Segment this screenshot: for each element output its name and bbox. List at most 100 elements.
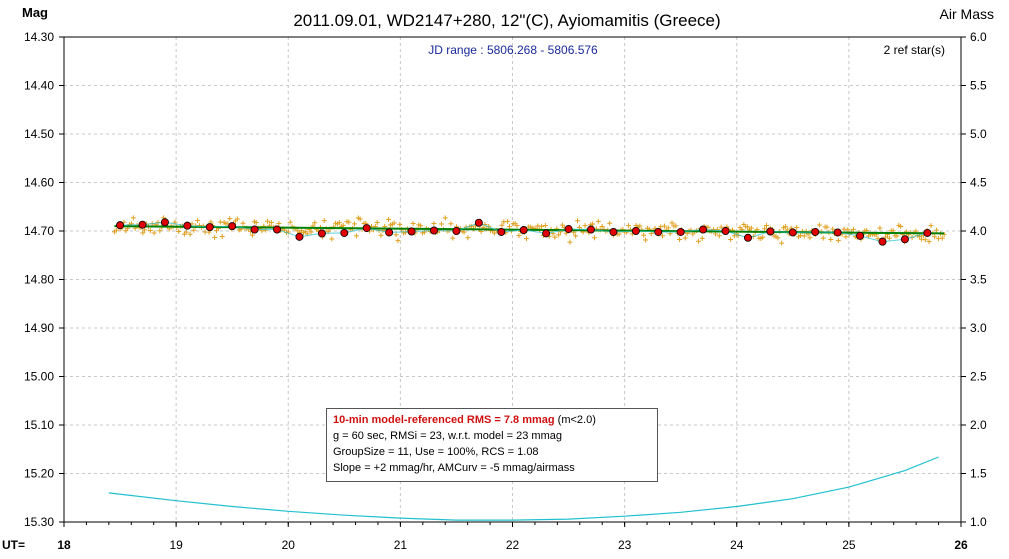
- group-mean-point: [721, 226, 730, 235]
- group-mean-point: [564, 225, 573, 234]
- raw-point: [934, 227, 940, 233]
- jd-range-label: JD range : 5806.268 - 5806.576: [428, 43, 598, 57]
- raw-point: [499, 222, 505, 228]
- group-mean-point: [743, 233, 752, 242]
- raw-point: [340, 222, 346, 228]
- group-mean-point: [317, 229, 326, 238]
- x-tick-label: 22: [506, 538, 520, 552]
- raw-point: [142, 227, 148, 233]
- airmass-curve: [108, 456, 939, 521]
- grid-lines: [64, 37, 961, 522]
- raw-point: [695, 238, 701, 244]
- group-mean-point: [340, 228, 349, 237]
- group-mean-point: [900, 235, 909, 244]
- raw-point: [816, 222, 822, 228]
- raw-point: [820, 235, 826, 241]
- raw-point: [431, 221, 437, 227]
- raw-point: [183, 229, 189, 235]
- raw-point: [113, 227, 119, 233]
- raw-point: [287, 219, 293, 225]
- raw-point: [716, 233, 722, 239]
- raw-point: [599, 223, 605, 229]
- raw-point: [932, 234, 938, 240]
- raw-point: [265, 218, 271, 224]
- raw-point: [191, 227, 197, 233]
- group-mean-point: [160, 218, 169, 227]
- raw-point: [922, 237, 928, 243]
- raw-point: [843, 234, 849, 240]
- x-tick-label: 19: [169, 538, 183, 552]
- raw-point: [762, 226, 768, 232]
- raw-point: [505, 218, 511, 224]
- raw-point: [357, 216, 363, 222]
- raw-point: [249, 232, 255, 238]
- group-mean-point: [676, 227, 685, 236]
- raw-point: [374, 220, 380, 226]
- raw-point: [573, 233, 579, 239]
- raw-point: [665, 225, 671, 231]
- y-tick-label-mag: 14.90: [24, 321, 54, 335]
- raw-point: [673, 223, 679, 229]
- group-mean-point: [654, 227, 663, 236]
- group-mean-point: [407, 227, 416, 236]
- raw-point: [212, 235, 218, 241]
- y-tick-label-mag: 14.50: [24, 127, 54, 141]
- group-mean-point: [811, 227, 820, 236]
- raw-point: [567, 239, 573, 245]
- raw-point: [329, 236, 335, 242]
- raw-point: [155, 219, 161, 225]
- raw-point: [140, 230, 146, 236]
- x-tick-label: 25: [842, 538, 856, 552]
- raw-point: [764, 222, 770, 228]
- x-tick-label: 24: [730, 538, 744, 552]
- x-tick-label: 18: [57, 538, 71, 552]
- y-tick-label-airmass: 1.5: [970, 467, 987, 481]
- group-mean-point: [542, 229, 551, 238]
- raw-point: [616, 231, 622, 237]
- y-tick-label-airmass: 5.0: [970, 127, 987, 141]
- group-mean-point: [586, 225, 595, 234]
- raw-point: [514, 223, 520, 229]
- raw-point: [936, 236, 942, 242]
- y-tick-label-mag: 14.40: [24, 79, 54, 93]
- raw-point: [556, 232, 562, 238]
- raw-point: [523, 236, 529, 242]
- raw-point: [465, 235, 471, 241]
- raw-point: [660, 233, 666, 239]
- raw-point: [928, 223, 934, 229]
- info-rms-line: 10-min model-referenced RMS = 7.8 mmag: [333, 414, 555, 426]
- raw-point: [276, 221, 282, 227]
- x-tick-label: 26: [954, 538, 968, 552]
- left-axis-label: Mag: [22, 5, 48, 20]
- group-mean-point: [519, 226, 528, 235]
- y-tick-label-airmass: 4.0: [970, 224, 987, 238]
- raw-point: [552, 234, 558, 240]
- raw-point: [147, 228, 153, 233]
- raw-point: [130, 215, 136, 221]
- group-mean-point: [788, 228, 797, 237]
- raw-point: [886, 235, 892, 241]
- raw-point: [393, 232, 399, 238]
- group-mean-point: [497, 227, 506, 236]
- group-mean-point: [631, 226, 640, 235]
- airmass-curve-layer: [108, 456, 939, 521]
- raw-point: [157, 228, 163, 234]
- raw-point: [491, 230, 497, 236]
- group-mean-point: [609, 227, 618, 236]
- raw-point: [442, 215, 448, 221]
- raw-point: [240, 220, 246, 226]
- raw-point: [590, 221, 596, 227]
- group-mean-point: [699, 225, 708, 234]
- y-tick-label-airmass: 6.0: [970, 30, 987, 44]
- x-tick-label: 23: [618, 538, 632, 552]
- info-box: 10-min model-referenced RMS = 7.8 mmag (…: [326, 408, 658, 482]
- raw-point: [418, 223, 424, 229]
- raw-point: [760, 234, 766, 240]
- raw-point: [641, 232, 647, 238]
- group-mean-point: [228, 222, 237, 231]
- raw-point: [637, 223, 643, 229]
- raw-point: [643, 237, 649, 243]
- x-tick-label: 20: [282, 538, 296, 552]
- raw-point: [807, 235, 813, 241]
- raw-point: [268, 219, 274, 225]
